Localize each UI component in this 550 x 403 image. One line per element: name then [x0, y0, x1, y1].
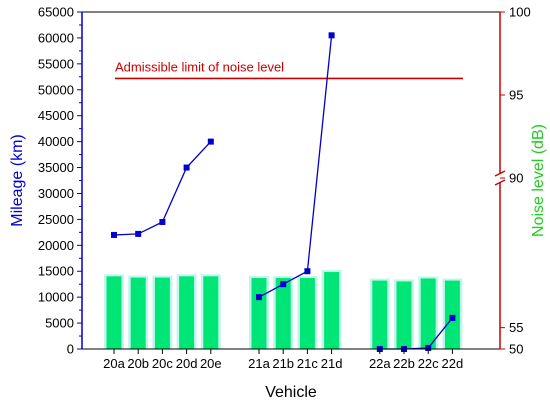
- left-axis-tick-label: 15000: [38, 264, 74, 279]
- left-axis-tick-label: 45000: [38, 108, 74, 123]
- limit-label: Admissible limit of noise level: [115, 59, 284, 74]
- mileage-point: [449, 314, 456, 321]
- x-axis-tick-label: 20d: [176, 356, 198, 371]
- left-axis-tick-label: 35000: [38, 160, 74, 175]
- bar: [420, 278, 436, 349]
- axis-break-mark: [494, 179, 506, 186]
- mileage-line: [379, 317, 453, 350]
- x-axis-tick-label: 20a: [103, 356, 125, 371]
- left-axis-tick-label: 25000: [38, 212, 74, 227]
- right-axis-title: Noise level (dB): [530, 124, 547, 237]
- mileage-point: [328, 32, 335, 39]
- x-axis-tick-label: 20c: [152, 356, 173, 371]
- left-axis-tick-label: 30000: [38, 186, 74, 201]
- mileage-point: [280, 281, 287, 288]
- mileage-point: [304, 268, 311, 275]
- x-axis-tick-label: 21b: [272, 356, 294, 371]
- left-axis-tick-label: 55000: [38, 56, 74, 71]
- left-axis-tick-label: 0: [67, 342, 74, 357]
- left-axis-tick-label: 60000: [38, 30, 74, 45]
- axis-break-mark: [494, 170, 506, 177]
- right-axis-tick-label: 90: [509, 171, 523, 186]
- right-axis-tick-label: 95: [509, 88, 523, 103]
- bar: [154, 277, 170, 349]
- mileage-point: [183, 164, 190, 171]
- left-axis-tick-label: 65000: [38, 5, 74, 20]
- x-axis-tick-label: 21a: [248, 356, 270, 371]
- x-axis-tick-label: 22c: [418, 356, 439, 371]
- mileage-point: [425, 344, 432, 351]
- left-axis-title: Mileage (km): [9, 134, 26, 226]
- x-axis-tick-label: 22a: [369, 356, 391, 371]
- x-axis-tick-label: 22b: [393, 356, 415, 371]
- x-axis-tick-label: 22d: [442, 356, 464, 371]
- bar: [444, 280, 460, 349]
- right-axis-tick-label: 50: [509, 342, 523, 357]
- left-axis-tick-label: 40000: [38, 134, 74, 149]
- bar: [396, 281, 412, 349]
- right-axis-tick-label: 55: [509, 320, 523, 335]
- bar: [299, 278, 315, 349]
- x-axis-tick-label: 20e: [200, 356, 222, 371]
- bar: [275, 278, 291, 349]
- x-axis-tick-label: 21c: [297, 356, 318, 371]
- bar: [203, 276, 219, 349]
- x-axis-tick-label: 21d: [321, 356, 343, 371]
- mileage-point: [256, 294, 262, 301]
- mileage-point: [159, 218, 166, 225]
- mileage-line: [258, 35, 333, 298]
- right-axis-tick-label: 100: [509, 5, 531, 20]
- x-axis-title: Vehicle: [265, 384, 317, 401]
- bar: [106, 276, 122, 349]
- left-axis-tick-label: 20000: [38, 238, 74, 253]
- left-axis-tick-label: 10000: [38, 290, 74, 305]
- bar: [324, 272, 340, 349]
- bar: [251, 278, 267, 349]
- mileage-point: [111, 231, 117, 238]
- left-axis-tick-label: 5000: [45, 316, 74, 331]
- mileage-point: [135, 230, 142, 237]
- bar: [179, 276, 195, 349]
- bar: [130, 277, 146, 349]
- x-axis-tick-label: 20b: [127, 356, 149, 371]
- left-axis-tick-label: 50000: [38, 82, 74, 97]
- mileage-point: [207, 138, 214, 145]
- bar: [372, 280, 388, 349]
